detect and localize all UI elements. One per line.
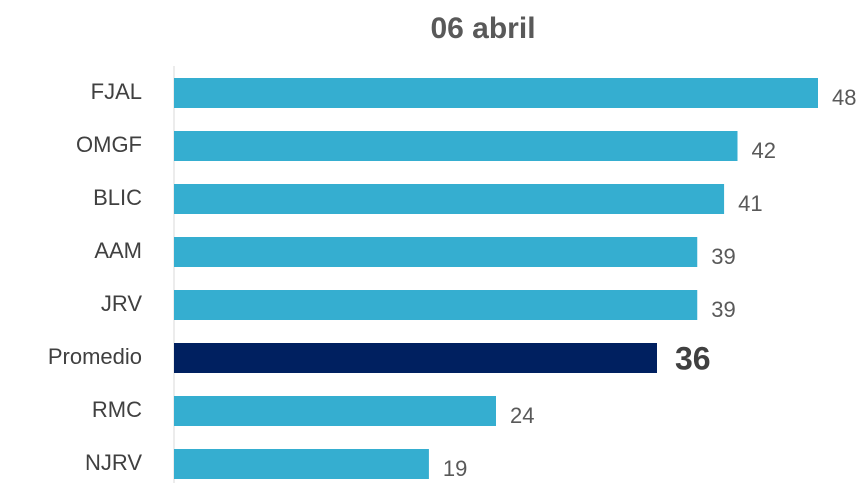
bar — [174, 237, 698, 267]
category-label: JRV — [101, 291, 142, 316]
value-label: 39 — [711, 244, 735, 269]
value-label: 19 — [443, 456, 467, 481]
bar — [174, 131, 738, 161]
category-label: FJAL — [91, 79, 142, 104]
category-label: Promedio — [48, 344, 142, 369]
category-label: BLIC — [93, 185, 142, 210]
value-label: 42 — [752, 138, 776, 163]
chart-title: 06 abril — [430, 12, 535, 45]
category-label: AAM — [94, 238, 142, 263]
bar — [174, 396, 496, 426]
bar — [174, 343, 657, 373]
bar — [174, 290, 698, 320]
bar — [174, 449, 429, 479]
value-label: 36 — [675, 340, 711, 376]
value-label: 24 — [510, 403, 534, 428]
bar — [174, 184, 725, 214]
category-label: RMC — [92, 397, 142, 422]
category-label: OMGF — [76, 132, 142, 157]
value-label: 39 — [711, 297, 735, 322]
value-label: 48 — [832, 85, 856, 110]
category-label: NJRV — [85, 450, 142, 475]
bar — [174, 78, 818, 108]
value-label: 41 — [738, 191, 762, 216]
